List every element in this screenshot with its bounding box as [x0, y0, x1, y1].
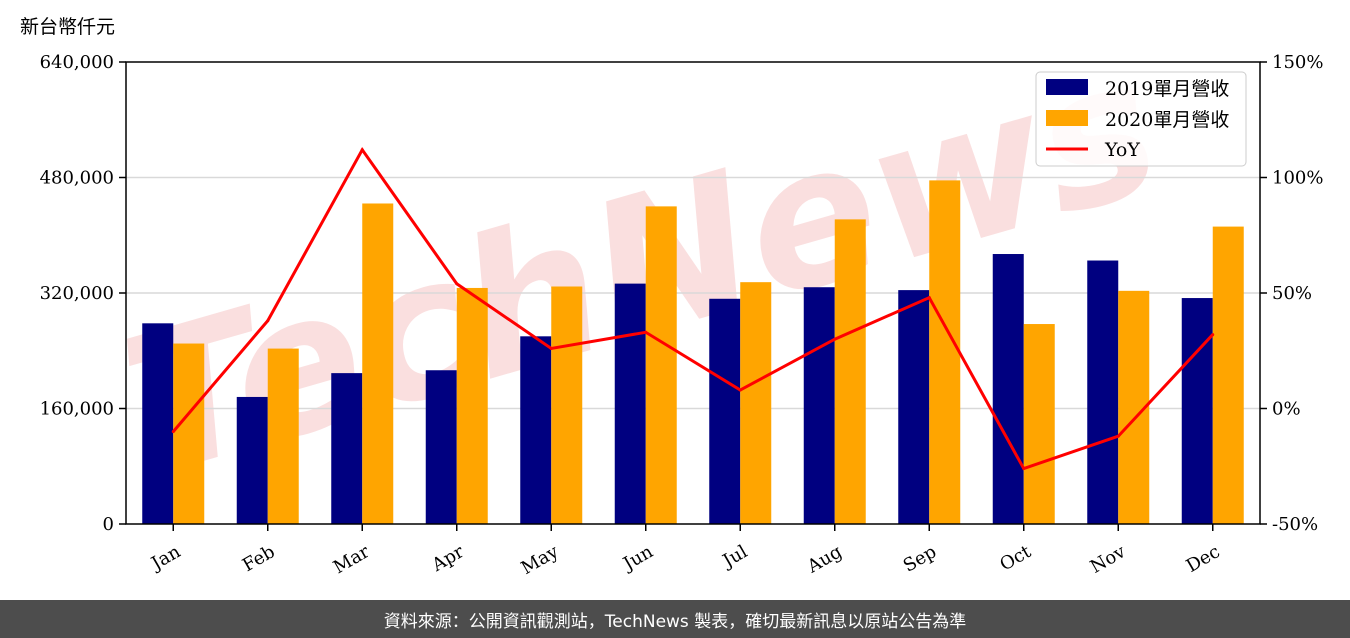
- x-tick-label-nov: Nov: [1087, 541, 1130, 578]
- legend: 2019單月營收 2020單月營收 YoY: [1035, 71, 1247, 167]
- y-tick-label: 320,000: [40, 283, 114, 304]
- bar-2020-jun: [645, 206, 677, 524]
- x-tick-label-mar: Mar: [330, 541, 374, 578]
- grid-lines: [126, 176, 1260, 410]
- bar-2020-jan: [173, 343, 205, 524]
- x-tick-label-feb: Feb: [239, 541, 279, 576]
- bar-2019-aug: [803, 287, 835, 524]
- x-tick-label-jun: Jun: [618, 541, 657, 576]
- yoy-point-jun: [644, 330, 648, 334]
- bar-2019-jul: [709, 298, 741, 524]
- x-tick-label-sep: Sep: [900, 541, 940, 576]
- legend-label-2019: 2019單月營收: [1105, 78, 1229, 100]
- bar-2019-dec: [1181, 298, 1213, 524]
- yoy-point-may: [549, 346, 553, 350]
- bar-2019-jun: [614, 283, 646, 524]
- bar-2020-aug: [834, 219, 866, 524]
- x-tick-label-may: May: [518, 541, 563, 579]
- legend-swatch-2020: [1046, 110, 1088, 126]
- y2-tick-label: -50%: [1272, 514, 1318, 535]
- y-tick-label: 160,000: [40, 399, 114, 420]
- bar-2020-mar: [362, 203, 394, 525]
- y2-tick-label: 100%: [1272, 168, 1323, 189]
- bar-2019-sep: [898, 290, 930, 524]
- bar-2019-feb: [236, 396, 268, 524]
- yoy-point-jan: [171, 430, 175, 434]
- bar-2019-jan: [142, 323, 174, 524]
- bar-2019-nov: [1087, 260, 1119, 524]
- footer-text: 資料來源：公開資訊觀測站，TechNews 製表，確切最新訊息以原站公告為準: [383, 611, 967, 632]
- bar-2020-feb: [267, 348, 299, 524]
- bar-2020-may: [551, 286, 583, 524]
- bar-2020-dec: [1212, 226, 1244, 524]
- x-tick-label-dec: Dec: [1183, 541, 1224, 577]
- source-footer: 資料來源：公開資訊觀測站，TechNews 製表，確切最新訊息以原站公告為準: [0, 600, 1350, 638]
- yoy-point-aug: [833, 337, 837, 341]
- yoy-point-apr: [455, 282, 459, 286]
- yoy-line-layer: [171, 146, 1215, 471]
- legend-label-yoy: YoY: [1104, 139, 1140, 161]
- yoy-point-nov: [1116, 434, 1120, 438]
- bar-2020-sep: [929, 180, 961, 524]
- x-tick-label-jan: Jan: [146, 541, 184, 575]
- bar-2020-apr: [456, 287, 488, 524]
- bar-2019-may: [520, 336, 552, 524]
- bar-2020-jul: [740, 282, 772, 524]
- bar-2019-oct: [992, 254, 1024, 525]
- x-tick-label-apr: Apr: [428, 541, 468, 576]
- y2-tick-label: 150%: [1272, 52, 1323, 73]
- bar-2019-apr: [425, 370, 457, 524]
- revenue-chart: TechNews 0160,000320,000480,000640,000-5…: [20, 15, 1323, 579]
- legend-label-2020: 2020單月營收: [1105, 109, 1229, 131]
- yoy-point-dec: [1211, 333, 1215, 337]
- yoy-line: [172, 146, 1214, 471]
- yoy-point-oct: [1022, 467, 1026, 471]
- y2-tick-label: 50%: [1272, 283, 1312, 304]
- yoy-point-sep: [927, 296, 931, 300]
- bar-2019-mar: [331, 373, 363, 524]
- yoy-point-mar: [360, 148, 364, 152]
- y-tick-label: 0: [103, 514, 114, 535]
- x-tick-label-aug: Aug: [803, 541, 846, 578]
- y2-tick-label: 0%: [1272, 399, 1301, 420]
- legend-frame: [1035, 71, 1247, 167]
- yoy-point-feb: [266, 319, 270, 323]
- y-tick-label: 480,000: [40, 168, 114, 189]
- y-tick-label: 640,000: [40, 52, 114, 73]
- legend-swatch-2019: [1046, 79, 1088, 95]
- x-tick-label-jul: Jul: [718, 541, 752, 573]
- bar-2020-oct: [1023, 324, 1055, 524]
- y-axis-unit-label: 新台幣仟元: [20, 16, 115, 38]
- yoy-point-jul: [738, 388, 742, 392]
- x-tick-label-oct: Oct: [996, 541, 1035, 576]
